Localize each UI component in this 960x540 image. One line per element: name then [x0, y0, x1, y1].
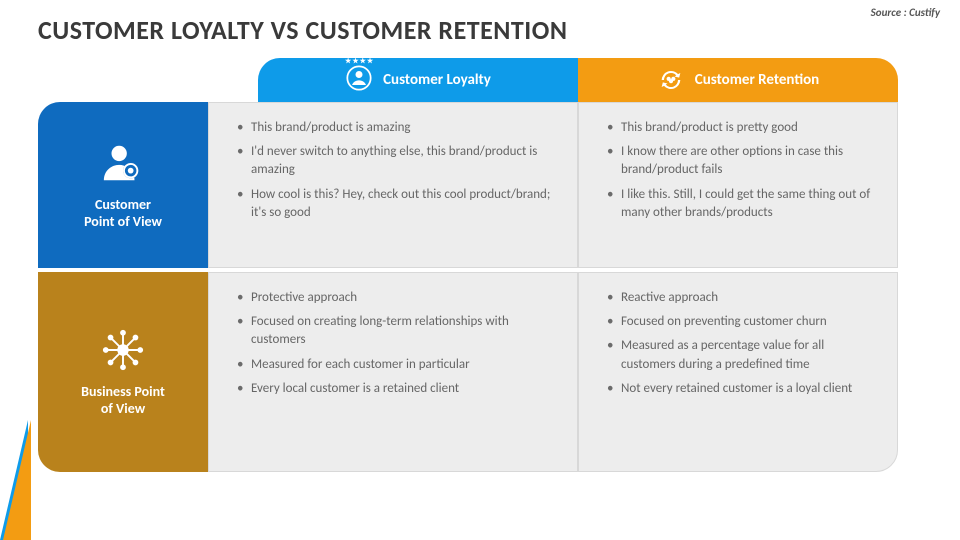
cell-business-loyalty: Protective approach Focused on creating l… — [208, 272, 578, 472]
cell-customer-loyalty: This brand/product is amazing I'd never s… — [208, 102, 578, 268]
cell-business-retention: Reactive approach Focused on preventing c… — [578, 272, 898, 472]
retention-icon — [657, 66, 685, 94]
business-pov-icon — [100, 327, 146, 373]
column-header-retention-label: Customer Retention — [695, 71, 819, 89]
list-item: Every local customer is a retained clien… — [237, 380, 555, 398]
row-header-business: Business Pointof View — [38, 272, 208, 472]
source-label: Source : Custify — [871, 6, 940, 19]
row-business-line2: of View — [101, 400, 145, 417]
row-header-customer: CustomerPoint of View — [38, 102, 208, 268]
list-item: I'd never switch to anything else, this … — [237, 143, 555, 179]
list-item: Protective approach — [237, 289, 555, 307]
list-item: This brand/product is pretty good — [607, 119, 875, 137]
column-header-loyalty: ★★★★ Customer Loyalty — [258, 58, 578, 102]
column-header-loyalty-label: Customer Loyalty — [383, 71, 491, 89]
row-customer-line2: Point of View — [84, 213, 162, 230]
list-item: Focused on creating long-term relationsh… — [237, 313, 555, 349]
list-item: Measured for each customer in particular — [237, 356, 555, 374]
row-customer-line1: Customer — [95, 196, 151, 213]
decorative-triangle-orange — [3, 420, 31, 540]
loyalty-icon — [345, 64, 373, 92]
page-title: CUSTOMER LOYALTY VS CUSTOMER RETENTION — [0, 0, 960, 54]
list-item: Measured as a percentage value for all c… — [607, 337, 875, 373]
list-item: Not every retained customer is a loyal c… — [607, 380, 875, 398]
list-item: This brand/product is amazing — [237, 119, 555, 137]
list-item: I like this. Still, I could get the same… — [607, 186, 875, 222]
comparison-grid: ★★★★ Customer Loyalty Customer Retention… — [38, 58, 928, 518]
customer-pov-icon — [100, 140, 146, 186]
row-business-line1: Business Point — [81, 383, 165, 400]
list-item: How cool is this? Hey, check out this co… — [237, 186, 555, 222]
cell-customer-retention: This brand/product is pretty good I know … — [578, 102, 898, 268]
column-header-retention: Customer Retention — [578, 58, 898, 102]
list-item: Reactive approach — [607, 289, 875, 307]
list-item: Focused on preventing customer churn — [607, 313, 875, 331]
list-item: I know there are other options in case t… — [607, 143, 875, 179]
